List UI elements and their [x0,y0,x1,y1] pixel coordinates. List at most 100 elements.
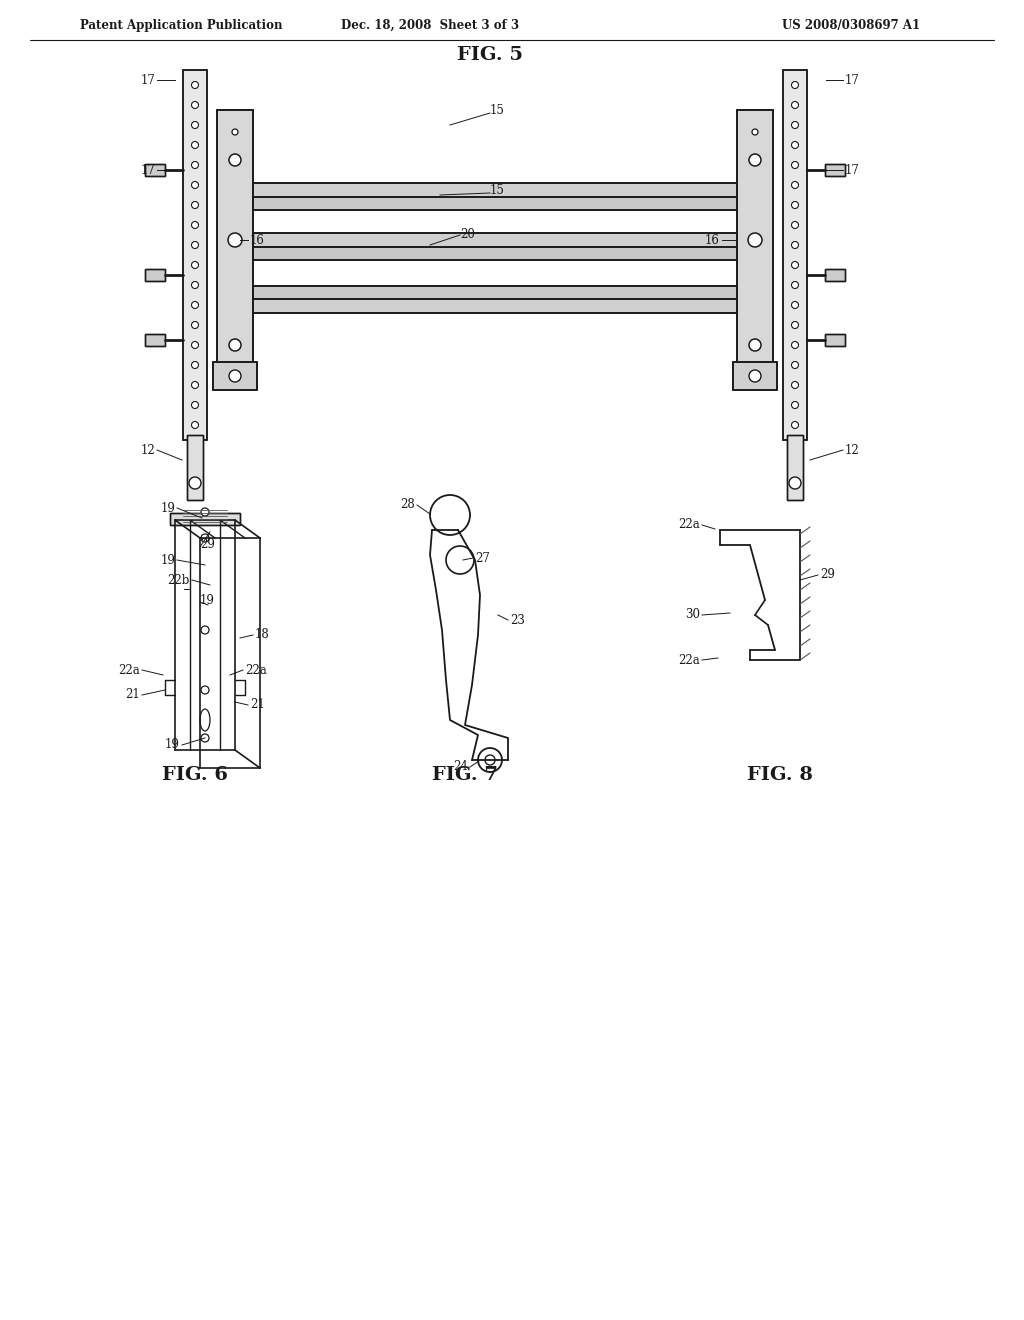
Circle shape [749,154,761,166]
Text: 17: 17 [140,164,155,177]
Bar [253,234,737,247]
Text: 15: 15 [490,103,505,116]
Circle shape [191,261,199,268]
Circle shape [792,421,799,429]
Circle shape [485,755,495,766]
Circle shape [792,141,799,149]
Circle shape [792,401,799,408]
Bar [145,269,165,281]
Bar [253,234,737,247]
Circle shape [191,181,199,189]
Bar [253,286,737,300]
Bar [213,362,257,389]
Text: 24: 24 [454,760,468,774]
Bar [253,300,737,313]
Bar [183,70,207,440]
Text: 29: 29 [820,569,835,582]
Circle shape [792,82,799,88]
Bar [825,269,845,281]
Circle shape [191,102,199,108]
Circle shape [191,121,199,128]
Bar [733,362,777,389]
Circle shape [792,222,799,228]
Text: 22a: 22a [118,664,140,676]
Circle shape [229,339,241,351]
Bar [217,110,253,370]
Circle shape [748,234,762,247]
Bar [183,70,207,440]
Text: 19: 19 [200,594,215,606]
Circle shape [790,477,801,488]
Circle shape [792,261,799,268]
Bar [253,246,737,260]
Text: FIG. 5: FIG. 5 [457,46,523,63]
Circle shape [191,362,199,368]
Circle shape [232,129,238,135]
Circle shape [792,381,799,388]
Bar [253,183,737,197]
Ellipse shape [200,709,210,731]
Circle shape [191,202,199,209]
Text: 21: 21 [250,698,265,711]
Text: 15: 15 [490,183,505,197]
Bar [825,164,845,176]
Bar [825,334,845,346]
Bar [825,164,845,176]
Text: 22a: 22a [245,664,266,676]
Circle shape [792,301,799,309]
Circle shape [792,362,799,368]
Circle shape [191,342,199,348]
Text: 19: 19 [160,502,175,515]
Bar [187,436,203,500]
Circle shape [792,121,799,128]
Bar [737,110,773,370]
Bar [253,246,737,260]
Text: Patent Application Publication: Patent Application Publication [80,18,283,32]
Bar [825,269,845,281]
Bar [783,70,807,440]
Circle shape [792,242,799,248]
Bar [737,110,773,370]
Text: 17: 17 [140,74,155,87]
Circle shape [792,202,799,209]
Circle shape [430,495,470,535]
Text: 22a: 22a [678,653,700,667]
Text: 19: 19 [160,553,175,566]
Text: 29: 29 [200,539,215,552]
Circle shape [446,546,474,574]
Circle shape [228,234,242,247]
Text: FIG. 7: FIG. 7 [432,766,498,784]
Circle shape [191,401,199,408]
Text: 21: 21 [125,689,140,701]
Circle shape [792,281,799,289]
Bar [733,362,777,389]
Bar [787,436,803,500]
Bar [213,362,257,389]
Circle shape [792,181,799,189]
Text: 23: 23 [510,614,525,627]
Circle shape [191,222,199,228]
Bar [825,334,845,346]
Circle shape [229,154,241,166]
Text: 16: 16 [250,234,265,247]
Text: 28: 28 [400,499,415,511]
Circle shape [201,535,209,543]
Text: 16: 16 [706,234,720,247]
Text: 18: 18 [255,628,269,642]
Circle shape [201,508,209,516]
Circle shape [792,322,799,329]
Circle shape [201,626,209,634]
Text: 27: 27 [475,552,489,565]
Circle shape [201,686,209,694]
Circle shape [189,477,201,488]
Bar [145,334,165,346]
Text: 30: 30 [685,609,700,622]
Text: 17: 17 [845,74,860,87]
Circle shape [229,370,241,381]
Circle shape [191,301,199,309]
Circle shape [752,129,758,135]
Circle shape [749,339,761,351]
Circle shape [191,322,199,329]
Circle shape [191,421,199,429]
Text: 12: 12 [845,444,860,457]
